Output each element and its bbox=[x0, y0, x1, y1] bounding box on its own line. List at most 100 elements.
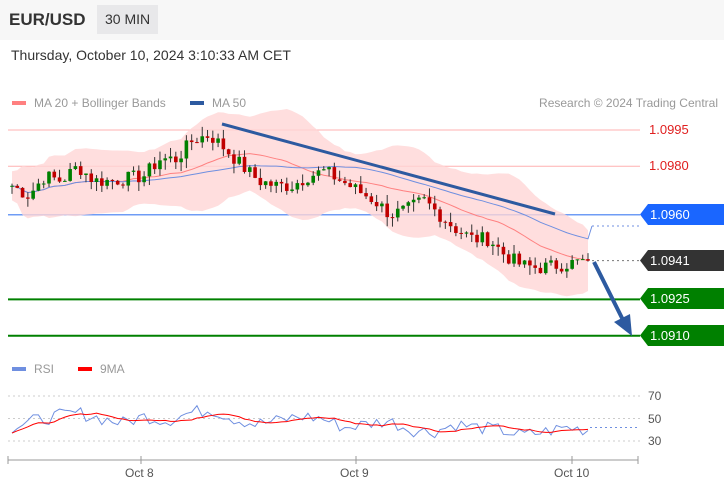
candle-body bbox=[496, 244, 500, 247]
candle-body bbox=[253, 167, 257, 178]
candle-body bbox=[306, 182, 310, 186]
candle-body bbox=[247, 167, 252, 172]
candle-body bbox=[343, 180, 347, 184]
candle-body bbox=[443, 221, 448, 223]
candle-body bbox=[464, 232, 469, 234]
candle-body bbox=[528, 260, 532, 266]
candle-body bbox=[485, 232, 490, 247]
candle-body bbox=[110, 179, 115, 181]
legend-ma50-label: MA 50 bbox=[212, 96, 247, 110]
legend-ma50: MA 50 bbox=[190, 96, 246, 110]
last-price-tag: 1.0941 bbox=[640, 250, 724, 271]
legend-rsi-ma: 9MA bbox=[78, 362, 125, 376]
candle-body bbox=[348, 183, 353, 188]
candle-body bbox=[121, 184, 125, 186]
candle-body bbox=[517, 253, 522, 265]
candle-body bbox=[321, 169, 326, 171]
candle-body bbox=[575, 259, 580, 261]
ma50-swatch bbox=[190, 101, 204, 105]
candle-body bbox=[586, 259, 590, 261]
candle-body bbox=[501, 246, 506, 255]
candle-body bbox=[332, 167, 337, 180]
candle-body bbox=[131, 170, 136, 172]
candle-body bbox=[353, 184, 358, 188]
candle-body bbox=[15, 185, 20, 188]
candle-body bbox=[205, 136, 210, 138]
support-2-tag: 1.0910 bbox=[640, 325, 724, 346]
candle-body bbox=[327, 167, 331, 170]
candle-body bbox=[105, 179, 109, 186]
credit-text: Research © 2024 Trading Central bbox=[539, 96, 718, 110]
candle-body bbox=[295, 183, 300, 190]
candle-body bbox=[269, 181, 273, 186]
candle-body bbox=[395, 208, 400, 218]
candle-body bbox=[411, 199, 416, 203]
candle-body bbox=[152, 163, 157, 170]
rsi-line bbox=[11, 404, 589, 439]
rsi-swatch bbox=[12, 367, 26, 371]
candle-body bbox=[237, 156, 242, 164]
candle-body bbox=[459, 232, 463, 234]
candle-body bbox=[454, 226, 458, 233]
legend-rsi-label: RSI bbox=[34, 362, 55, 376]
candle-body bbox=[580, 259, 585, 261]
trendline bbox=[221, 122, 556, 216]
x-tick-oct9: Oct 9 bbox=[340, 466, 369, 480]
candle-body bbox=[158, 160, 162, 170]
candle-body bbox=[432, 203, 437, 210]
candle-body bbox=[401, 205, 405, 209]
candle-body bbox=[417, 197, 421, 200]
candle-body bbox=[374, 202, 379, 207]
candle-body bbox=[263, 181, 268, 186]
candle-body bbox=[163, 158, 168, 161]
candle-body bbox=[174, 156, 178, 163]
candle-body bbox=[10, 185, 14, 187]
resistance-1-label: 1.0995 bbox=[649, 122, 689, 137]
candle-body bbox=[200, 136, 205, 143]
candle-body bbox=[364, 193, 368, 197]
candle-body bbox=[137, 170, 141, 183]
candle-body bbox=[274, 181, 279, 186]
candle-body bbox=[142, 176, 146, 183]
candle-body bbox=[284, 183, 289, 191]
candle-body bbox=[358, 184, 363, 194]
candle-body bbox=[533, 265, 537, 268]
candle-body bbox=[20, 187, 25, 198]
candle-body bbox=[184, 140, 189, 159]
candle-body bbox=[221, 138, 226, 150]
candle-body bbox=[565, 268, 569, 272]
candle-body bbox=[179, 158, 183, 163]
candle-body bbox=[475, 234, 479, 243]
candle-body bbox=[52, 171, 57, 178]
candle-body bbox=[385, 203, 389, 218]
candle-body bbox=[195, 142, 199, 144]
candle-body bbox=[57, 177, 62, 182]
candle-body bbox=[491, 244, 495, 247]
support-1-tag: 1.0925 bbox=[640, 288, 724, 309]
candle-body bbox=[480, 232, 485, 243]
candle-body bbox=[448, 222, 453, 227]
candle-body bbox=[538, 267, 543, 274]
candle-body bbox=[73, 166, 78, 170]
candle-body bbox=[100, 178, 104, 186]
legend-rsi-ma-label: 9MA bbox=[100, 362, 125, 376]
datetime-label: Thursday, October 10, 2024 3:10:33 AM CE… bbox=[11, 47, 291, 63]
rsi-tick-30: 30 bbox=[648, 434, 662, 448]
candle-body bbox=[63, 180, 67, 182]
ma20-swatch bbox=[12, 101, 26, 105]
symbol-title: EUR/USD bbox=[9, 10, 86, 29]
header-bar: EUR/USD 30 MIN bbox=[0, 0, 724, 40]
candle-body bbox=[506, 254, 511, 264]
x-tick-oct8: Oct 8 bbox=[125, 466, 154, 480]
forecast-arrow bbox=[592, 261, 626, 323]
candle-body bbox=[242, 156, 247, 172]
candle-body bbox=[36, 183, 41, 191]
candle-body bbox=[26, 197, 30, 199]
legend-rsi: RSI bbox=[12, 362, 54, 376]
candle-body bbox=[189, 140, 194, 143]
candle-body bbox=[126, 171, 131, 186]
candle-body bbox=[438, 209, 442, 222]
timeframe-button[interactable]: 30 MIN bbox=[97, 5, 159, 34]
candle-body bbox=[369, 196, 374, 203]
